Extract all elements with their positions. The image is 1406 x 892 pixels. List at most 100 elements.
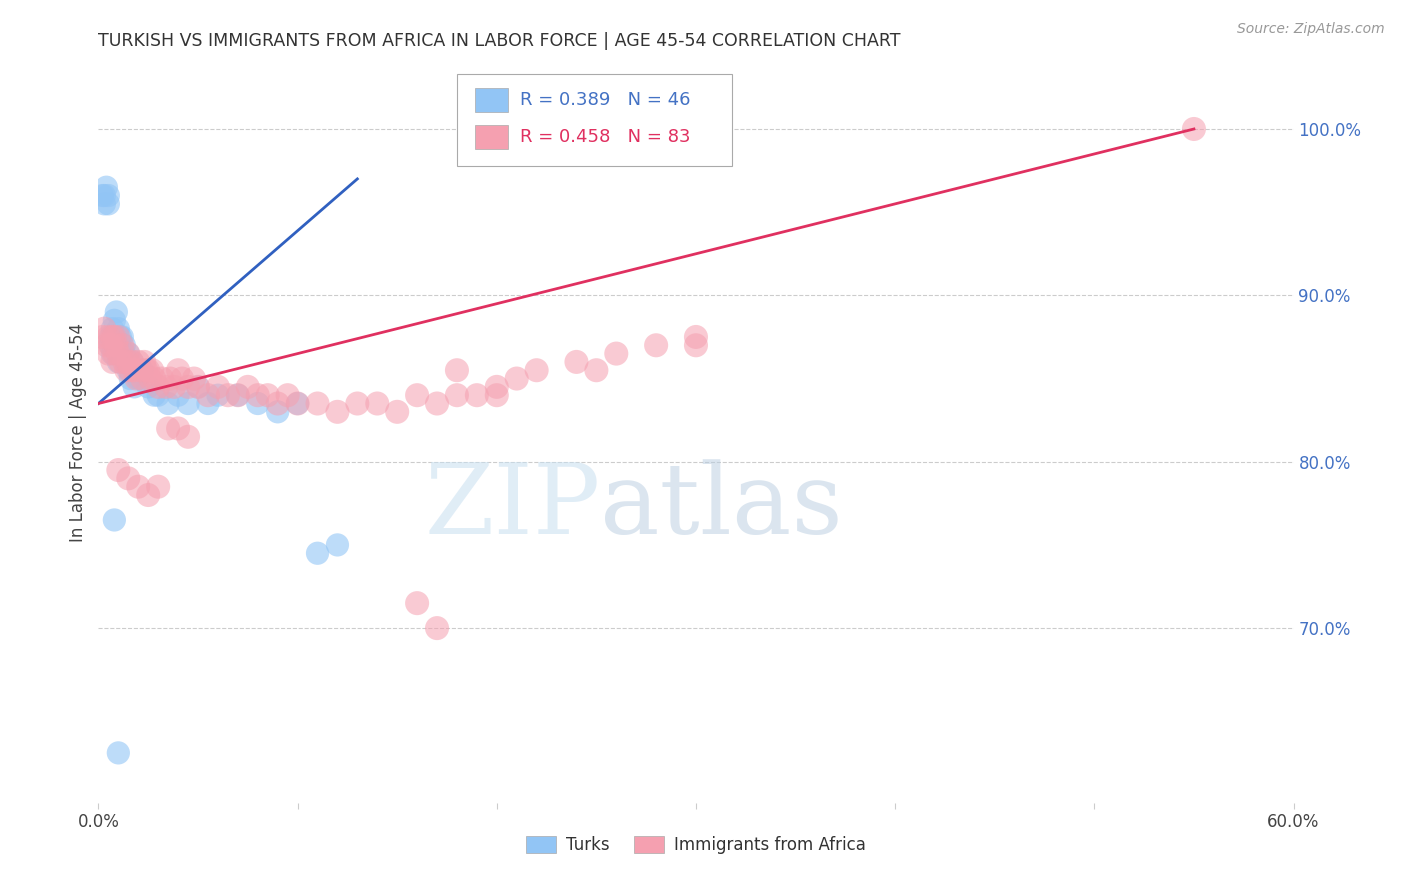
Point — [107, 346, 129, 360]
Point — [207, 388, 229, 402]
Point — [177, 396, 200, 410]
Point — [256, 388, 278, 402]
Point — [226, 388, 249, 402]
Point — [101, 346, 124, 360]
Point — [177, 430, 200, 444]
Point — [226, 388, 249, 402]
Point — [506, 371, 529, 385]
Point — [124, 380, 146, 394]
Point — [406, 596, 429, 610]
Point — [526, 363, 548, 377]
Point — [465, 388, 488, 402]
Point — [105, 305, 128, 319]
Point — [1182, 122, 1205, 136]
Point — [197, 396, 219, 410]
Text: ZIP: ZIP — [425, 458, 600, 555]
Point — [127, 355, 149, 369]
Point — [326, 538, 349, 552]
Point — [117, 355, 139, 369]
Point — [141, 363, 163, 377]
Point — [366, 396, 388, 410]
Point — [346, 396, 368, 410]
Point — [111, 330, 134, 344]
Point — [148, 480, 170, 494]
Point — [121, 355, 143, 369]
Point — [91, 188, 114, 202]
Point — [110, 330, 132, 344]
Point — [101, 330, 124, 344]
Point — [150, 371, 173, 385]
Point — [125, 371, 148, 385]
Point — [115, 355, 138, 369]
Point — [267, 405, 290, 419]
Point — [143, 388, 166, 402]
Point — [98, 338, 122, 352]
Point — [148, 388, 170, 402]
Point — [326, 405, 349, 419]
Point — [136, 488, 159, 502]
Point — [207, 380, 229, 394]
Point — [187, 380, 209, 394]
Text: R = 0.458   N = 83: R = 0.458 N = 83 — [520, 128, 690, 146]
Point — [107, 746, 129, 760]
Point — [117, 363, 139, 377]
Point — [385, 405, 409, 419]
Point — [117, 346, 139, 360]
Point — [107, 330, 129, 344]
Point — [585, 363, 607, 377]
Point — [96, 338, 118, 352]
Point — [101, 321, 124, 335]
Point — [103, 330, 125, 344]
Point — [277, 388, 299, 402]
Point — [645, 338, 668, 352]
Point — [426, 396, 449, 410]
Point — [485, 388, 508, 402]
Point — [172, 371, 194, 385]
Point — [167, 388, 190, 402]
Y-axis label: In Labor Force | Age 45-54: In Labor Force | Age 45-54 — [69, 323, 87, 542]
Point — [110, 355, 132, 369]
Point — [107, 355, 129, 369]
Point — [129, 363, 152, 377]
Point — [565, 355, 588, 369]
Point — [103, 513, 125, 527]
Point — [117, 346, 139, 360]
Point — [485, 380, 508, 394]
Point — [155, 380, 177, 394]
Point — [163, 380, 186, 394]
Point — [159, 371, 181, 385]
Point — [98, 338, 122, 352]
Point — [112, 338, 135, 352]
Text: R = 0.389   N = 46: R = 0.389 N = 46 — [520, 91, 690, 109]
Point — [97, 330, 120, 344]
Point — [236, 380, 259, 394]
Point — [105, 338, 128, 352]
Point — [426, 621, 449, 635]
Point — [287, 396, 309, 410]
Point — [131, 363, 153, 377]
Point — [93, 197, 115, 211]
Text: TURKISH VS IMMIGRANTS FROM AFRICA IN LABOR FORCE | AGE 45-54 CORRELATION CHART: TURKISH VS IMMIGRANTS FROM AFRICA IN LAB… — [98, 32, 901, 50]
Point — [307, 396, 329, 410]
Point — [157, 396, 180, 410]
Point — [117, 471, 139, 485]
Point — [110, 346, 132, 360]
Point — [103, 330, 125, 344]
Point — [267, 396, 290, 410]
Point — [120, 363, 142, 377]
Point — [148, 380, 170, 394]
Point — [115, 363, 138, 377]
Point — [103, 313, 125, 327]
Point — [187, 380, 209, 394]
Point — [127, 480, 149, 494]
Point — [167, 421, 190, 435]
Point — [127, 371, 149, 385]
Point — [685, 330, 707, 344]
Point — [307, 546, 329, 560]
Point — [136, 380, 159, 394]
Legend: Turks, Immigrants from Africa: Turks, Immigrants from Africa — [519, 830, 873, 861]
Point — [96, 180, 118, 194]
Point — [246, 388, 269, 402]
Point — [105, 338, 128, 352]
Point — [246, 396, 269, 410]
